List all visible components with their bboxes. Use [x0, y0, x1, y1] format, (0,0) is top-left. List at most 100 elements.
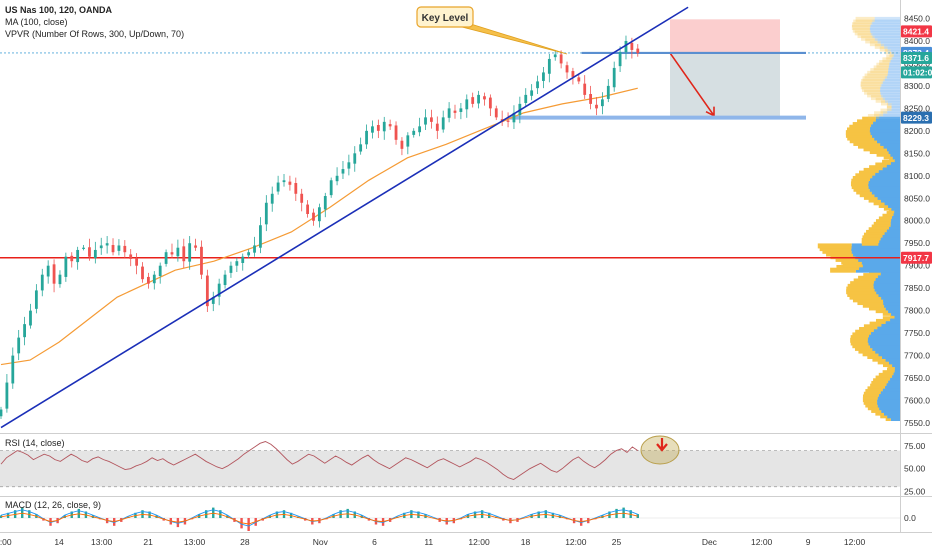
candle — [488, 94, 492, 117]
vpvr-bar-down — [875, 162, 887, 168]
vpvr-bar-down — [862, 76, 885, 82]
horizontal-levels[interactable] — [0, 51, 900, 259]
candle-body — [194, 245, 197, 248]
candle-body — [170, 252, 174, 255]
time-tick-label: Dec — [702, 537, 718, 547]
vpvr-bar-down — [863, 146, 887, 152]
candle — [29, 303, 32, 329]
candle — [382, 116, 386, 140]
price-tag-box — [901, 25, 932, 38]
vpvr-bar-down — [873, 200, 885, 206]
symbol-title[interactable]: US Nas 100, 120, OANDA — [5, 5, 113, 15]
candle — [624, 35, 628, 60]
price-tag-label: 7917.7 — [903, 253, 929, 263]
vpvr-bar-down — [830, 267, 856, 273]
candle — [471, 92, 475, 108]
vpvr-bar-down — [863, 273, 878, 279]
vpvr-bar-down — [845, 130, 871, 136]
vpvr-bar-up — [885, 97, 900, 103]
candle-body — [270, 193, 274, 204]
price-tick-label: 7700.0 — [904, 351, 930, 361]
candle-body — [329, 180, 333, 196]
candle — [270, 186, 274, 212]
candle-body — [606, 85, 610, 99]
key-level-callout[interactable]: Key Level — [416, 6, 568, 55]
vpvr-bar-up — [890, 151, 900, 157]
time-axis[interactable]: 13:00 14 13:00 21 13:00 28 Nov 6 11 12:00 18 12:00 2… — [0, 537, 865, 547]
vpvr-bar-up — [880, 235, 900, 241]
vpvr-bar-up — [888, 65, 900, 71]
candle-body — [530, 90, 534, 96]
vpvr-bar-down — [865, 402, 878, 408]
candle — [600, 92, 604, 115]
vpvr-bar-up — [874, 135, 900, 141]
vpvr-bar-down — [846, 286, 875, 292]
vpvr-bar-up — [877, 273, 900, 279]
vpvr-bar-up — [877, 138, 900, 144]
candle-body — [595, 104, 598, 109]
price-axis[interactable]: 7550.0 7600.0 7650.0 7700.0 7750.0 7800.0 7850… — [904, 13, 930, 428]
vpvr-bar-up — [880, 389, 900, 395]
candle-body — [294, 182, 298, 194]
macd-legend[interactable]: MACD (12, 26, close, 9) — [5, 500, 101, 510]
vpvr-bar-down — [847, 127, 870, 133]
vpvr-bar-down — [888, 364, 895, 370]
vpvr-bar-up — [887, 108, 900, 114]
vpvr-bar-up — [891, 103, 900, 109]
vpvr-bar-down — [866, 229, 885, 235]
stop-zone[interactable] — [670, 19, 780, 53]
vpvr-bar-down — [863, 194, 878, 200]
vpvr-bar-up — [870, 22, 900, 28]
candle — [259, 217, 262, 254]
price-tick-label: 7900.0 — [904, 261, 930, 271]
vpvr-bar-down — [878, 216, 892, 222]
vpvr-bar-down — [873, 65, 889, 71]
vpvr-bar-down — [835, 256, 859, 262]
vpvr-bar-up — [890, 221, 900, 227]
vpvr-bar-up — [877, 194, 900, 200]
candle-body — [453, 110, 457, 113]
vpvr-bar-down — [874, 43, 885, 49]
candle-body — [111, 245, 115, 253]
candle-body — [282, 180, 286, 183]
candle-body — [235, 261, 239, 266]
vpvr-bar-up — [884, 43, 900, 49]
vpvr-bar-down — [851, 24, 870, 30]
candle — [235, 257, 239, 272]
candle — [205, 269, 209, 312]
ma-legend[interactable]: MA (100, close) — [5, 17, 68, 27]
trendline[interactable] — [0, 6, 689, 429]
vpvr-legend[interactable]: VPVR (Number Of Rows, 300, Up/Down, 70) — [5, 29, 184, 39]
candle-body — [571, 71, 575, 77]
vpvr-bar-up — [880, 270, 900, 276]
vpvr-bar-up — [882, 353, 900, 359]
main-pane[interactable] — [0, 0, 900, 432]
vpvr-bar-up — [885, 383, 900, 389]
candle-body — [40, 274, 44, 291]
candle-body — [441, 117, 445, 130]
rsi-pane[interactable] — [0, 435, 900, 495]
vpvr-bar-down — [881, 100, 889, 106]
vpvr-bar-down — [859, 327, 874, 333]
ascending-trendline[interactable] — [0, 6, 689, 429]
candle — [412, 128, 416, 138]
vpvr-bar-up — [888, 100, 900, 106]
target-zone[interactable] — [670, 52, 780, 118]
rsi-legend[interactable]: RSI (14, close) — [5, 438, 65, 448]
vpvr-bar-up — [890, 49, 900, 55]
vpvr-bar-up — [885, 356, 900, 362]
vpvr-bar-up — [888, 378, 900, 384]
short-position-tool[interactable] — [669, 19, 780, 118]
vpvr-bar-up — [890, 219, 900, 225]
vpvr-bar-down — [852, 297, 884, 303]
candle-body — [176, 247, 180, 257]
candlestick-series — [0, 35, 640, 419]
vpvr-bar-down — [830, 254, 856, 260]
price-tick-label: 7600.0 — [904, 396, 930, 406]
candle — [565, 61, 569, 79]
candle — [34, 284, 38, 314]
vpvr-bar-up — [879, 238, 900, 244]
candle-body — [259, 225, 262, 248]
time-tick-label: 21 — [143, 537, 153, 547]
